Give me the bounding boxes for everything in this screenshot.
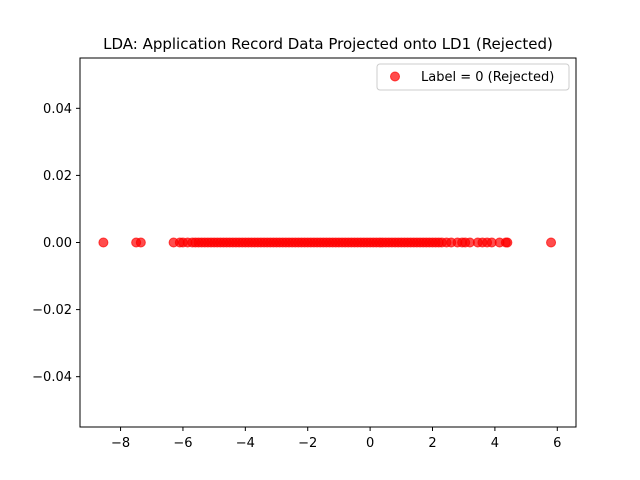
x-tick-label: −8 bbox=[111, 436, 130, 451]
x-axis: −8 −6 −4 −2 0 2 4 6 bbox=[111, 427, 561, 451]
legend-marker bbox=[390, 71, 400, 82]
y-axis: −0.04 −0.02 0.00 0.02 0.04 bbox=[32, 102, 80, 385]
legend: Label = 0 (Rejected) bbox=[376, 63, 570, 91]
y-tick-label: 0.04 bbox=[43, 102, 72, 117]
data-point bbox=[98, 237, 109, 248]
data-point bbox=[546, 237, 557, 248]
y-tick-label: 0.02 bbox=[43, 169, 72, 184]
x-tick-label: 0 bbox=[366, 436, 374, 451]
y-tick-label: 0.00 bbox=[43, 236, 72, 251]
x-tick-label: −4 bbox=[236, 436, 255, 451]
x-tick-label: 6 bbox=[553, 436, 561, 451]
data-point bbox=[502, 237, 513, 248]
legend-label: Label = 0 (Rejected) bbox=[421, 70, 554, 85]
legend-frame bbox=[376, 63, 570, 91]
chart-title: LDA: Application Record Data Projected o… bbox=[103, 35, 553, 53]
y-tick-label: −0.04 bbox=[32, 370, 72, 385]
x-tick-label: −2 bbox=[298, 436, 317, 451]
data-point bbox=[135, 237, 146, 248]
x-tick-label: 2 bbox=[428, 436, 436, 451]
x-tick-label: 4 bbox=[491, 436, 499, 451]
y-tick-label: −0.02 bbox=[32, 303, 72, 318]
x-tick-label: −6 bbox=[173, 436, 192, 451]
data-points bbox=[98, 237, 557, 248]
